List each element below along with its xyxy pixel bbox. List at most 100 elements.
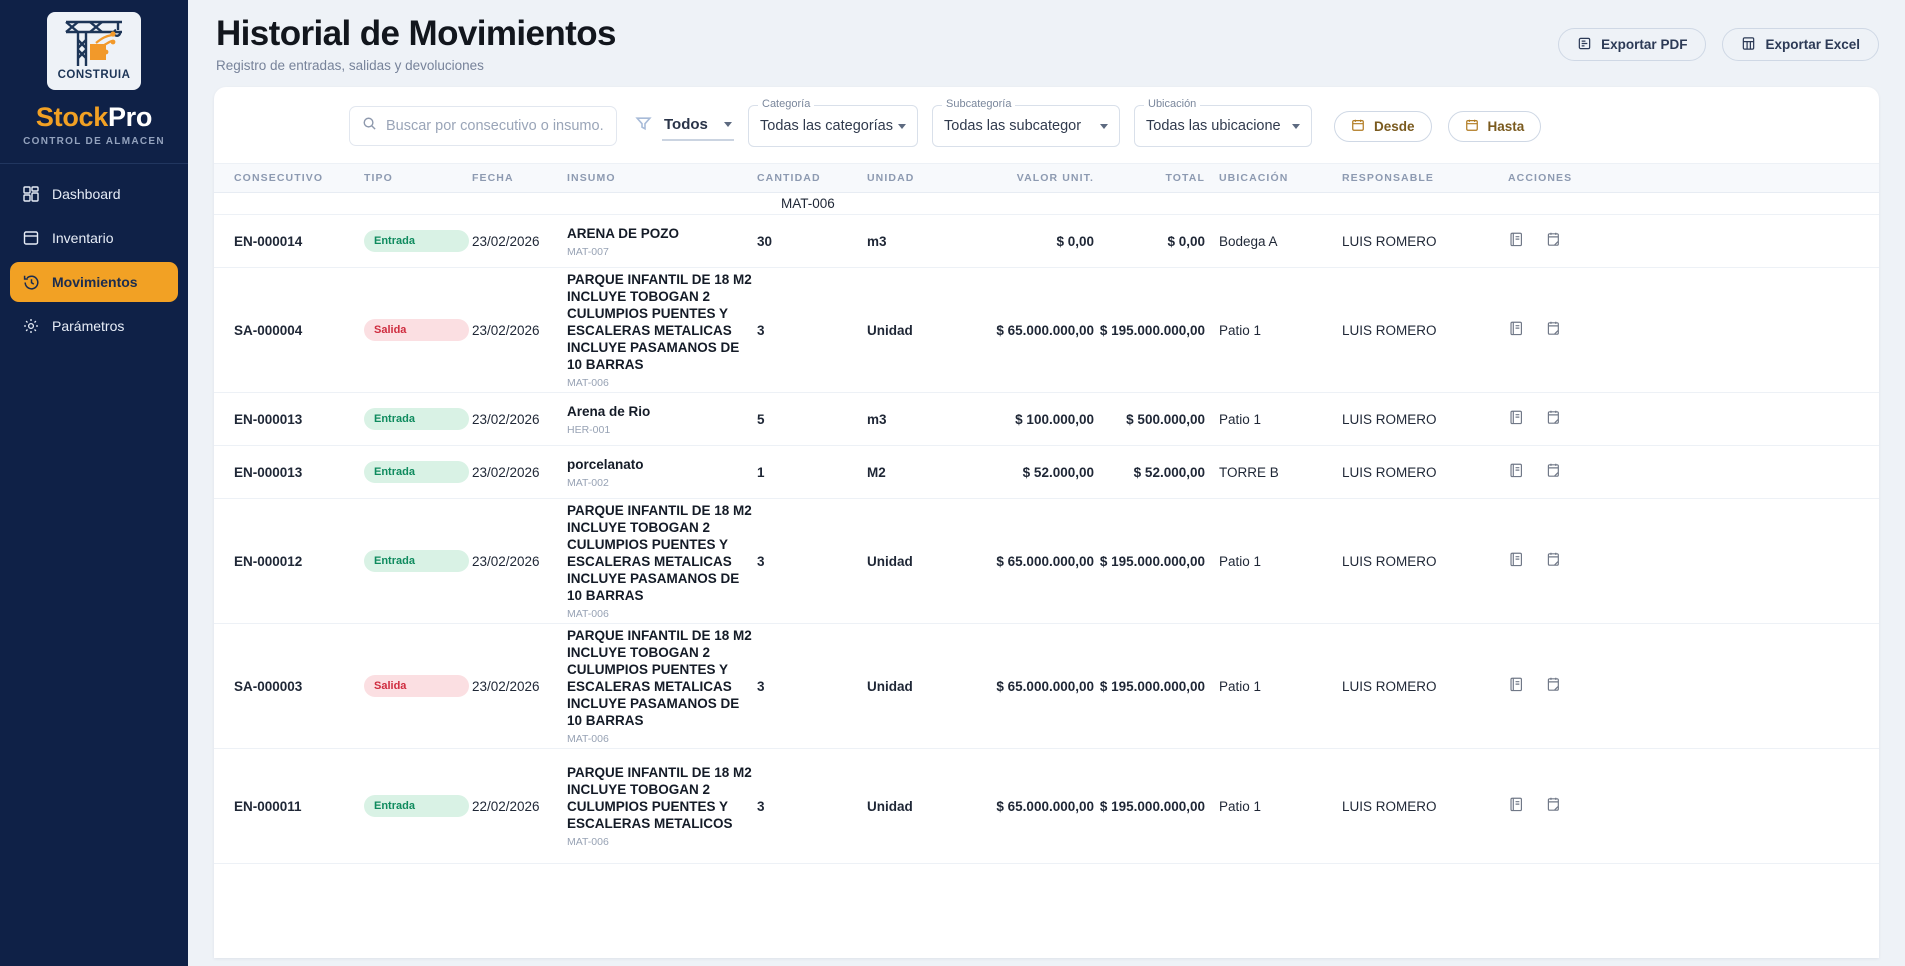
sidebar-item-dashboard[interactable]: Dashboard	[10, 174, 178, 214]
status-badge: Entrada	[364, 550, 469, 572]
pdf-icon	[1577, 36, 1592, 54]
sidebar-nav: Dashboard Inventario Movimientos	[0, 174, 188, 346]
column-header-fecha: FECHA	[472, 172, 514, 184]
cell-cantidad: 3	[757, 322, 765, 338]
cell-valor-unit: $ 65.000.000,00	[996, 798, 1094, 814]
edit-date-icon[interactable]	[1545, 676, 1562, 696]
export-excel-button[interactable]: Exportar Excel	[1722, 28, 1879, 61]
subcategoria-label: Subcategoría	[942, 98, 1016, 110]
history-icon	[22, 273, 40, 291]
edit-date-icon[interactable]	[1545, 796, 1562, 816]
categoria-select[interactable]: Categoría Todas las categorías	[748, 98, 918, 147]
brand-title: StockPro	[0, 102, 188, 133]
status-badge: Salida	[364, 675, 469, 697]
view-document-icon[interactable]	[1508, 551, 1525, 571]
cell-responsable: LUIS ROMERO	[1342, 678, 1437, 694]
hasta-button[interactable]: Hasta	[1447, 110, 1542, 142]
table-row[interactable]: SA-000004 Salida 23/02/2026 PARQUE INFANTIL…	[214, 268, 1879, 393]
cell-ubicacion: Patio 1	[1219, 411, 1262, 427]
export-pdf-button[interactable]: Exportar PDF	[1558, 28, 1707, 61]
table-row-partial[interactable]: MAT-006	[214, 193, 1879, 215]
cell-tipo: Salida	[364, 675, 476, 697]
cell-responsable: LUIS ROMERO	[1342, 553, 1437, 569]
cell-ubicacion: Bodega A	[1219, 233, 1278, 249]
column-header-consecutivo: CONSECUTIVO	[234, 172, 324, 184]
insumo-name: PARQUE INFANTIL DE 18 M2 INCLUYE TOBOGAN…	[567, 272, 752, 372]
page-subtitle: Registro de entradas, salidas y devoluci…	[216, 58, 484, 73]
insumo-code: HER-001	[567, 423, 611, 436]
edit-date-icon[interactable]	[1545, 551, 1562, 571]
cell-ubicacion: Patio 1	[1219, 798, 1262, 814]
cell-responsable: LUIS ROMERO	[1342, 464, 1437, 480]
date-range-buttons: Desde Hasta	[1334, 110, 1542, 142]
sidebar-item-movimientos[interactable]: Movimientos	[10, 262, 178, 302]
view-document-icon[interactable]	[1508, 676, 1525, 696]
page-header: Historial de Movimientos Registro de ent…	[188, 0, 1905, 73]
table-row[interactable]: EN-000011 Entrada 22/02/2026 PARQUE INFANTI…	[214, 749, 1879, 864]
tipo-select[interactable]: Todos	[662, 112, 734, 141]
cell-cantidad: 3	[757, 678, 765, 694]
edit-date-icon[interactable]	[1545, 231, 1562, 251]
column-header-valor-unit: VALOR UNIT.	[1016, 172, 1094, 184]
sidebar-item-parametros[interactable]: Parámetros	[10, 306, 178, 346]
crane-icon	[65, 20, 122, 66]
table-row[interactable]: EN-000013 Entrada 23/02/2026 Arena de Rio HE…	[214, 393, 1879, 446]
insumo-code: MAT-002	[567, 476, 609, 489]
search-input[interactable]	[386, 118, 604, 134]
cell-fecha: 23/02/2026	[472, 411, 540, 427]
cell-cantidad: 1	[757, 464, 765, 480]
cell-insumo: PARQUE INFANTIL DE 18 M2 INCLUYE TOBOGAN…	[567, 502, 757, 620]
status-badge: Entrada	[364, 230, 469, 252]
insumo-code: MAT-007	[567, 245, 609, 258]
categoria-value: Todas las categorías	[760, 118, 893, 134]
excel-icon	[1741, 36, 1756, 54]
insumo-name: porcelanato	[567, 456, 644, 472]
ubicacion-select[interactable]: Ubicación Todas las ubicacione	[1134, 98, 1312, 147]
view-document-icon[interactable]	[1508, 231, 1525, 251]
desde-button[interactable]: Desde	[1334, 110, 1432, 142]
view-document-icon[interactable]	[1508, 320, 1525, 340]
insumo-code: MAT-006	[567, 377, 609, 389]
cell-consecutivo: EN-000014	[234, 233, 303, 249]
sidebar-divider	[0, 163, 188, 164]
cell-unidad: Unidad	[867, 798, 913, 814]
cell-acciones	[1502, 551, 1859, 571]
view-document-icon[interactable]	[1508, 796, 1525, 816]
cell-acciones	[1502, 462, 1859, 482]
brand-pro: Pro	[107, 102, 153, 132]
cell-consecutivo: EN-000013	[234, 411, 303, 427]
table-row[interactable]: EN-000012 Entrada 23/02/2026 PARQUE INFANTI…	[214, 499, 1879, 624]
cell-total: $ 500.000,00	[1126, 411, 1205, 427]
status-badge: Entrada	[364, 795, 469, 817]
insumo-code: MAT-006	[567, 836, 609, 848]
search-icon	[362, 116, 377, 136]
cell-insumo: PARQUE INFANTIL DE 18 M2 INCLUYE TOBOGAN…	[567, 764, 757, 848]
dashboard-icon	[22, 185, 40, 203]
cell-fecha: 23/02/2026	[472, 553, 540, 569]
tipo-filter-group: Todos	[635, 112, 734, 141]
search-field[interactable]	[349, 106, 617, 146]
insumo-code: MAT-006	[567, 733, 609, 745]
edit-date-icon[interactable]	[1545, 409, 1562, 429]
column-header-unidad: UNIDAD	[867, 172, 915, 184]
edit-date-icon[interactable]	[1545, 462, 1562, 482]
table-row[interactable]: EN-000013 Entrada 23/02/2026 porcelanato MAT…	[214, 446, 1879, 499]
subcategoria-select[interactable]: Subcategoría Todas las subcategor	[932, 98, 1120, 147]
cell-tipo: Entrada	[364, 461, 476, 483]
table-row[interactable]: EN-000014 Entrada 23/02/2026 ARENA DE POZO M…	[214, 215, 1879, 268]
edit-date-icon[interactable]	[1545, 320, 1562, 340]
table-row[interactable]: SA-000003 Salida 23/02/2026 PARQUE INFANTIL…	[214, 624, 1879, 749]
insumo-name: ARENA DE POZO	[567, 225, 680, 241]
brand-stock: Stock	[35, 102, 108, 132]
sidebar-item-inventario[interactable]: Inventario	[10, 218, 178, 258]
cell-ubicacion: Patio 1	[1219, 322, 1262, 338]
cell-ubicacion: Patio 1	[1219, 678, 1262, 694]
cell-ubicacion: TORRE B	[1219, 464, 1279, 480]
cell-unidad: Unidad	[867, 322, 913, 338]
view-document-icon[interactable]	[1508, 409, 1525, 429]
sidebar: CONSTRUIA StockPro CONTROL DE ALMACEN Da…	[0, 0, 188, 966]
chevron-down-icon	[1100, 123, 1108, 129]
cell-unidad: Unidad	[867, 553, 913, 569]
main-content: Historial de Movimientos Registro de ent…	[188, 0, 1905, 966]
view-document-icon[interactable]	[1508, 462, 1525, 482]
